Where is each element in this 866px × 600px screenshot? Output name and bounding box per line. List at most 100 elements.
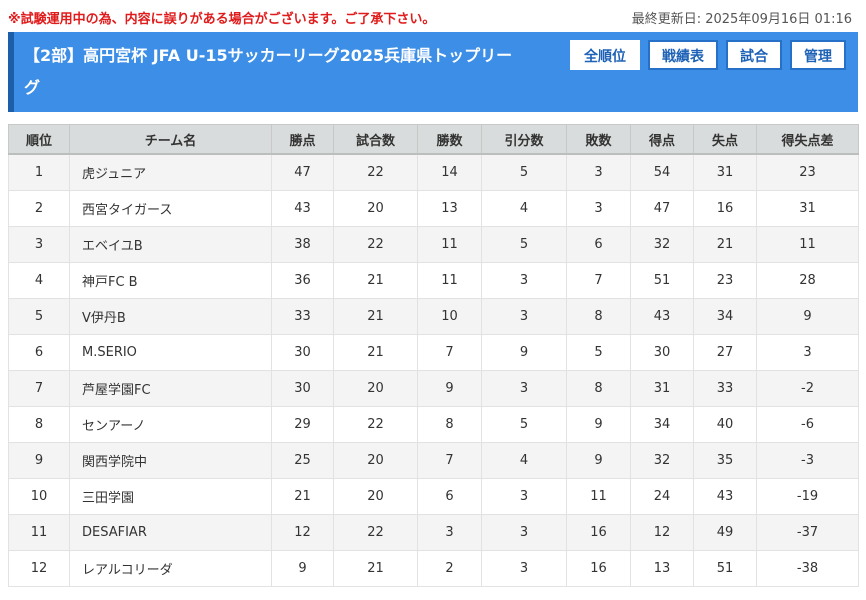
cell-draws: 5 [481,153,567,191]
cell-goals-against: 49 [693,514,757,551]
cell-played: 20 [333,370,418,407]
cell-team-name[interactable]: M.SERIO [69,334,272,371]
cell-losses: 3 [566,190,631,227]
cell-points: 25 [271,442,334,479]
cell-losses: 8 [566,298,631,335]
cell-team-name[interactable]: 関西学院中 [69,442,272,479]
cell-points: 29 [271,406,334,443]
cell-rank: 7 [8,370,70,407]
notice-bar: ※試験運用中の為、内容に誤りがある場合がございます。ご了承下さい。 最終更新日:… [0,0,866,30]
cell-points: 30 [271,334,334,371]
cell-goals-against: 23 [693,262,757,299]
cell-wins: 7 [417,442,482,479]
table-row: 8 センアーノ 29 22 8 5 9 34 40 -6 [8,406,859,443]
cell-goal-difference: 31 [756,190,859,227]
cell-draws: 5 [481,226,567,263]
nav-matches-button[interactable]: 試合 [726,40,782,70]
cell-rank: 4 [8,262,70,299]
cell-losses: 16 [566,514,631,551]
cell-team-name[interactable]: エベイユB [69,226,272,263]
cell-goals-against: 21 [693,226,757,263]
col-header-played: 試合数 [333,124,418,155]
cell-wins: 11 [417,226,482,263]
cell-goals-for: 54 [630,153,694,191]
header-row: 順位 チーム名 勝点 試合数 勝数 引分数 敗数 得点 失点 得失点差 [8,124,859,155]
cell-points: 38 [271,226,334,263]
table-row: 5 V伊丹B 33 21 10 3 8 43 34 9 [8,298,859,335]
cell-wins: 10 [417,298,482,335]
cell-goals-against: 34 [693,298,757,335]
cell-goals-against: 16 [693,190,757,227]
cell-wins: 7 [417,334,482,371]
cell-goal-difference: 23 [756,153,859,191]
cell-team-name[interactable]: センアーノ [69,406,272,443]
cell-goals-against: 33 [693,370,757,407]
cell-draws: 4 [481,442,567,479]
cell-draws: 4 [481,190,567,227]
cell-goal-difference: -6 [756,406,859,443]
nav-results-table-button[interactable]: 戦績表 [648,40,718,70]
cell-wins: 8 [417,406,482,443]
cell-rank: 10 [8,478,70,515]
cell-goals-against: 31 [693,153,757,191]
cell-goals-for: 51 [630,262,694,299]
cell-rank: 6 [8,334,70,371]
table-row: 3 エベイユB 38 22 11 5 6 32 21 11 [8,226,859,263]
cell-goals-for: 47 [630,190,694,227]
cell-points: 9 [271,550,334,587]
cell-wins: 9 [417,370,482,407]
cell-played: 21 [333,334,418,371]
cell-wins: 11 [417,262,482,299]
cell-losses: 16 [566,550,631,587]
cell-played: 21 [333,550,418,587]
cell-goal-difference: 3 [756,334,859,371]
col-header-team: チーム名 [69,124,272,155]
cell-team-name[interactable]: 虎ジュニア [69,153,272,191]
col-header-wins: 勝数 [417,124,482,155]
table-row: 10 三田学園 21 20 6 3 11 24 43 -19 [8,478,859,515]
cell-rank: 9 [8,442,70,479]
cell-losses: 3 [566,153,631,191]
standings-header: 順位 チーム名 勝点 試合数 勝数 引分数 敗数 得点 失点 得失点差 [8,124,859,155]
table-row: 6 M.SERIO 30 21 7 9 5 30 27 3 [8,334,859,371]
cell-draws: 5 [481,406,567,443]
cell-team-name[interactable]: 西宮タイガース [69,190,272,227]
table-row: 7 芦屋学園FC 30 20 9 3 8 31 33 -2 [8,370,859,407]
cell-team-name[interactable]: V伊丹B [69,298,272,335]
cell-rank: 8 [8,406,70,443]
cell-played: 22 [333,406,418,443]
cell-team-name[interactable]: 芦屋学園FC [69,370,272,407]
col-header-goals-against: 失点 [693,124,757,155]
cell-rank: 12 [8,550,70,587]
cell-points: 36 [271,262,334,299]
table-row: 1 虎ジュニア 47 22 14 5 3 54 31 23 [8,153,859,191]
cell-team-name[interactable]: DESAFIAR [69,514,272,551]
nav-admin-button[interactable]: 管理 [790,40,846,70]
cell-played: 20 [333,190,418,227]
cell-wins: 3 [417,514,482,551]
cell-goals-against: 43 [693,478,757,515]
table-row: 12 レアルコリーダ 9 21 2 3 16 13 51 -38 [8,550,859,587]
table-row: 2 西宮タイガース 43 20 13 4 3 47 16 31 [8,190,859,227]
last-updated: 最終更新日: 2025年09月16日 01:16 [631,12,852,27]
cell-draws: 3 [481,514,567,551]
league-title: 【2部】高円宮杯 JFA U-15サッカーリーグ2025兵庫県トップリーグ [24,46,513,97]
cell-goal-difference: -19 [756,478,859,515]
cell-goals-for: 32 [630,226,694,263]
cell-goal-difference: -37 [756,514,859,551]
col-header-goal-difference: 得失点差 [756,124,859,155]
cell-team-name[interactable]: 三田学園 [69,478,272,515]
standings-table: 順位 チーム名 勝点 試合数 勝数 引分数 敗数 得点 失点 得失点差 1 虎ジュ… [8,124,859,587]
cell-wins: 2 [417,550,482,587]
cell-goals-for: 31 [630,370,694,407]
nav-all-standings-button[interactable]: 全順位 [570,40,640,70]
cell-played: 20 [333,442,418,479]
cell-goals-for: 32 [630,442,694,479]
cell-goals-against: 27 [693,334,757,371]
trial-notice: ※試験運用中の為、内容に誤りがある場合がございます。ご了承下さい。 [8,12,436,27]
table-row: 4 神戸FC B 36 21 11 3 7 51 23 28 [8,262,859,299]
cell-team-name[interactable]: レアルコリーダ [69,550,272,587]
cell-team-name[interactable]: 神戸FC B [69,262,272,299]
cell-goal-difference: 11 [756,226,859,263]
cell-goals-for: 12 [630,514,694,551]
